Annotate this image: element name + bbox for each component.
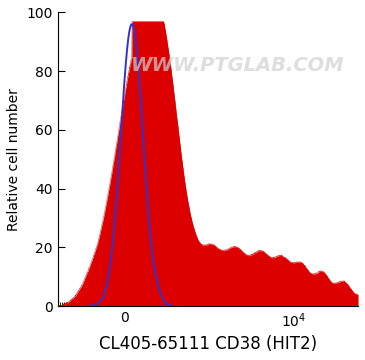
X-axis label: CL405-65111 CD38 (HIT2): CL405-65111 CD38 (HIT2)	[99, 335, 317, 353]
Text: WWW.PTGLAB.COM: WWW.PTGLAB.COM	[131, 56, 345, 75]
Y-axis label: Relative cell number: Relative cell number	[7, 88, 21, 231]
